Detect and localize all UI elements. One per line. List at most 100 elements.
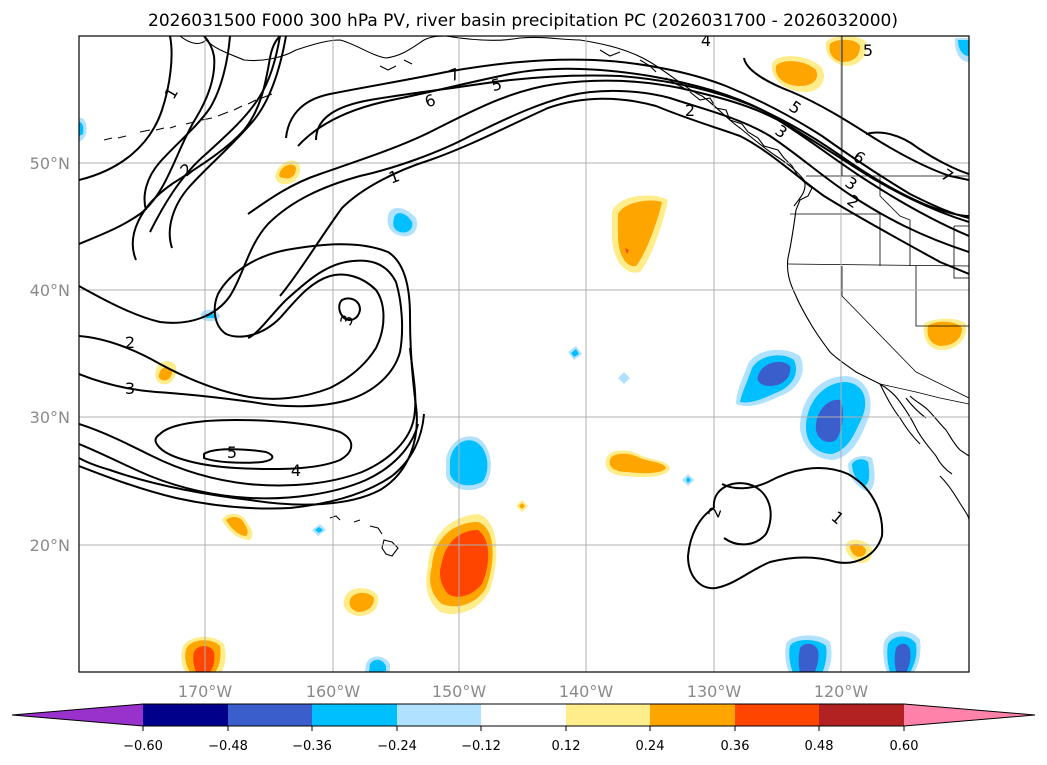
colorbar-tick-label: −0.24: [377, 739, 417, 754]
pv-contour-east-7: [743, 57, 969, 181]
gulf-of-california: [909, 395, 969, 457]
mexico-west-coast: [939, 475, 969, 521]
lon-label: 170°W: [178, 682, 233, 701]
colorbar-segment: [143, 704, 228, 726]
pv-contours: [79, 36, 969, 590]
precip-blob-12n-115w: [883, 631, 921, 672]
hawaii-islands: [329, 515, 399, 557]
precip-blob-21n-161w: [312, 524, 326, 536]
precip-blob-27n-138w: [605, 450, 670, 478]
precip-blob-50n-163w: [275, 160, 301, 185]
map-title: 2026031500 F000 300 hPa PV, river basin …: [148, 11, 898, 31]
pv-contour-mid-2: [79, 243, 418, 506]
colorbar-segment: [228, 704, 312, 726]
colorbar-segment: [819, 704, 904, 726]
precip-blob-23n-145w: [516, 500, 528, 512]
longitude-labels: 170°W 160°W 150°W 140°W 130°W 120°W: [178, 682, 869, 701]
pv-contour-mid-5b: [79, 413, 425, 510]
pv-contour-1: [79, 36, 969, 297]
pv-contour-3a: [149, 36, 969, 237]
lon-label: 160°W: [306, 682, 361, 701]
pv-contour-mid-3: [79, 259, 404, 408]
precip-blob-11n-156w: [365, 656, 390, 672]
colorbar-tick-label: 0.24: [636, 739, 665, 754]
gridlines: [79, 36, 969, 672]
lon-label: 150°W: [432, 682, 487, 701]
map-panel: 1 2 5 6 7 3 6 7 2 1 5 3 2 3 3 5 4 4 2 1: [78, 31, 970, 673]
precip-blob-12n-122w: [785, 635, 832, 672]
us-west-coast: [786, 209, 953, 475]
colorbar-segment: [650, 704, 735, 726]
colorbar: −0.60 −0.48 −0.36 −0.24 −0.12 0.12 0.24 …: [11, 703, 1036, 754]
latitude-labels: 50°N 40°N 30°N 20°N: [30, 154, 70, 555]
pv-contour-mid-5a: [79, 423, 419, 500]
colorbar-tick-label: −0.48: [208, 739, 248, 754]
pv-contour-6a: [285, 58, 969, 219]
precip-blob-top-right-cyan: [954, 38, 969, 62]
map-background: [79, 36, 969, 672]
colorbar-tick-label: 0.36: [721, 739, 750, 754]
precip-blob-25n-132w: [682, 474, 694, 486]
colorbar-tick-label: 0.60: [890, 739, 919, 754]
pv-contour-top-left-2: [143, 36, 231, 211]
precip-blob-22n-167w: [222, 513, 253, 540]
precip-blob-34n-171w: [155, 361, 177, 385]
precip-blob-top-right-orange: [825, 36, 867, 66]
colorbar-tick-marks: [142, 726, 905, 731]
colorbar-under-arrow: [12, 704, 143, 726]
lon-label: 140°W: [559, 682, 614, 701]
colorbar-segment: [735, 704, 819, 726]
precip-blob-35n-141w: [568, 346, 582, 360]
precip-blob-33n-137w: [618, 372, 630, 384]
precip-blob-37n-117w: [923, 318, 967, 350]
alaska-southeast-coast: [445, 36, 806, 207]
baja-california: [879, 383, 927, 445]
lon-label: 120°W: [814, 682, 869, 701]
colorbar-segment: [566, 704, 650, 726]
us-state-lines: [787, 36, 969, 399]
pv-contour-cutoff-2: [686, 467, 884, 590]
colorbar-tick-label: −0.12: [461, 739, 501, 754]
precip-blob-33n-127w: [736, 349, 803, 407]
precip-blob-19n-150w: [426, 514, 497, 614]
pv-label: 5: [227, 443, 237, 462]
pv-contour-mid-4: [79, 347, 417, 487]
precip-blob-16n-157w: [343, 588, 379, 616]
pv-label: 4: [291, 461, 301, 480]
colorbar-segment: [397, 704, 481, 726]
aleutian-islands: [103, 93, 273, 141]
precip-blob-left-edge-cyan: [79, 117, 87, 142]
pv-label: 4: [701, 31, 711, 50]
pv-label: 3: [125, 379, 135, 398]
lat-label: 30°N: [30, 408, 70, 427]
pv-label: 2: [125, 333, 135, 352]
lat-label: 20°N: [30, 536, 70, 555]
colorbar-segment: [481, 704, 566, 726]
pv-contour-2a: [79, 89, 969, 324]
pv-contour-cutoff-4: [154, 418, 353, 471]
colorbar-tick-label: 0.48: [805, 739, 834, 754]
alaska-inland-islands: [379, 49, 685, 89]
precip-blob-45n-155w: [387, 207, 418, 237]
us-mexico-border: [879, 383, 969, 405]
pv-contour-cutoff-5: [203, 448, 274, 464]
colorbar-tick-label: −0.60: [123, 739, 163, 754]
colorbar-tick-label: 0.12: [552, 739, 581, 754]
pv-contour-loop-3: [338, 297, 362, 321]
pv-label: 5: [489, 74, 504, 95]
lat-label: 40°N: [30, 281, 70, 300]
lon-label: 130°W: [687, 682, 742, 701]
colorbar-over-arrow: [904, 704, 1035, 726]
pv-contour-east-2: [865, 131, 969, 175]
precip-blob-30n-120w: [800, 376, 871, 460]
pv-contour-top-left-1: [79, 36, 173, 181]
colorbar-tick-label: −0.36: [292, 739, 332, 754]
precip-blob-45n-136w: [612, 195, 668, 273]
map-frame: [78, 35, 970, 673]
lat-label: 50°N: [30, 154, 70, 173]
precip-blob-56n-orange: [771, 56, 825, 92]
pv-label: 5: [863, 41, 873, 60]
pv-contour-5a: [168, 36, 969, 249]
colorbar-segment: [312, 704, 397, 726]
